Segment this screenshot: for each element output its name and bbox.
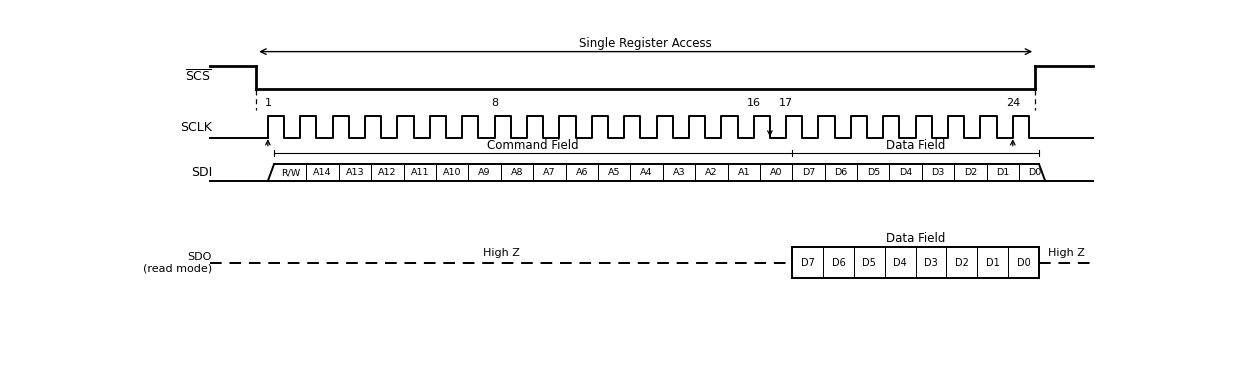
Text: A13: A13 <box>346 168 364 177</box>
Text: SDO
(read mode): SDO (read mode) <box>143 252 211 273</box>
Text: D0: D0 <box>1016 258 1030 268</box>
Text: D5: D5 <box>867 168 880 177</box>
Text: $\overline{\mathrm{SCS}}$: $\overline{\mathrm{SCS}}$ <box>185 69 211 85</box>
Text: 1: 1 <box>265 98 271 108</box>
Text: D1: D1 <box>985 258 1000 268</box>
Text: A5: A5 <box>608 168 621 177</box>
Text: D2: D2 <box>964 168 977 177</box>
Text: A2: A2 <box>705 168 718 177</box>
Text: D6: D6 <box>835 168 847 177</box>
Text: D3: D3 <box>932 168 944 177</box>
Text: A0: A0 <box>770 168 782 177</box>
Text: High Z: High Z <box>483 248 520 258</box>
Text: A4: A4 <box>641 168 653 177</box>
Text: A1: A1 <box>738 168 750 177</box>
Text: A8: A8 <box>511 168 524 177</box>
Text: A7: A7 <box>544 168 556 177</box>
Text: Data Field: Data Field <box>886 232 945 245</box>
Text: SDI: SDI <box>190 166 211 179</box>
Text: A9: A9 <box>479 168 491 177</box>
Text: D7: D7 <box>801 258 815 268</box>
Text: D0: D0 <box>1029 168 1041 177</box>
Text: D4: D4 <box>899 168 912 177</box>
Text: D4: D4 <box>893 258 907 268</box>
Text: 17: 17 <box>779 98 794 108</box>
Text: Single Register Access: Single Register Access <box>580 37 712 50</box>
Text: A6: A6 <box>576 168 588 177</box>
Text: A3: A3 <box>673 168 685 177</box>
Text: Data Field: Data Field <box>886 139 945 152</box>
Bar <box>792 247 1039 278</box>
Text: High Z: High Z <box>1047 248 1085 258</box>
Text: 16: 16 <box>746 98 760 108</box>
Text: A11: A11 <box>411 168 429 177</box>
Text: D5: D5 <box>862 258 876 268</box>
Text: Command Field: Command Field <box>488 139 578 152</box>
Text: D1: D1 <box>996 168 1009 177</box>
Text: A10: A10 <box>443 168 462 177</box>
Text: SCLK: SCLK <box>180 120 211 134</box>
Text: D6: D6 <box>832 258 846 268</box>
Text: 8: 8 <box>491 98 498 108</box>
Text: R/W: R/W <box>281 168 300 177</box>
Text: 24: 24 <box>1005 98 1020 108</box>
Text: A14: A14 <box>313 168 332 177</box>
Text: D2: D2 <box>955 258 969 268</box>
Text: A12: A12 <box>378 168 397 177</box>
Text: D7: D7 <box>802 168 815 177</box>
Text: D3: D3 <box>924 258 938 268</box>
